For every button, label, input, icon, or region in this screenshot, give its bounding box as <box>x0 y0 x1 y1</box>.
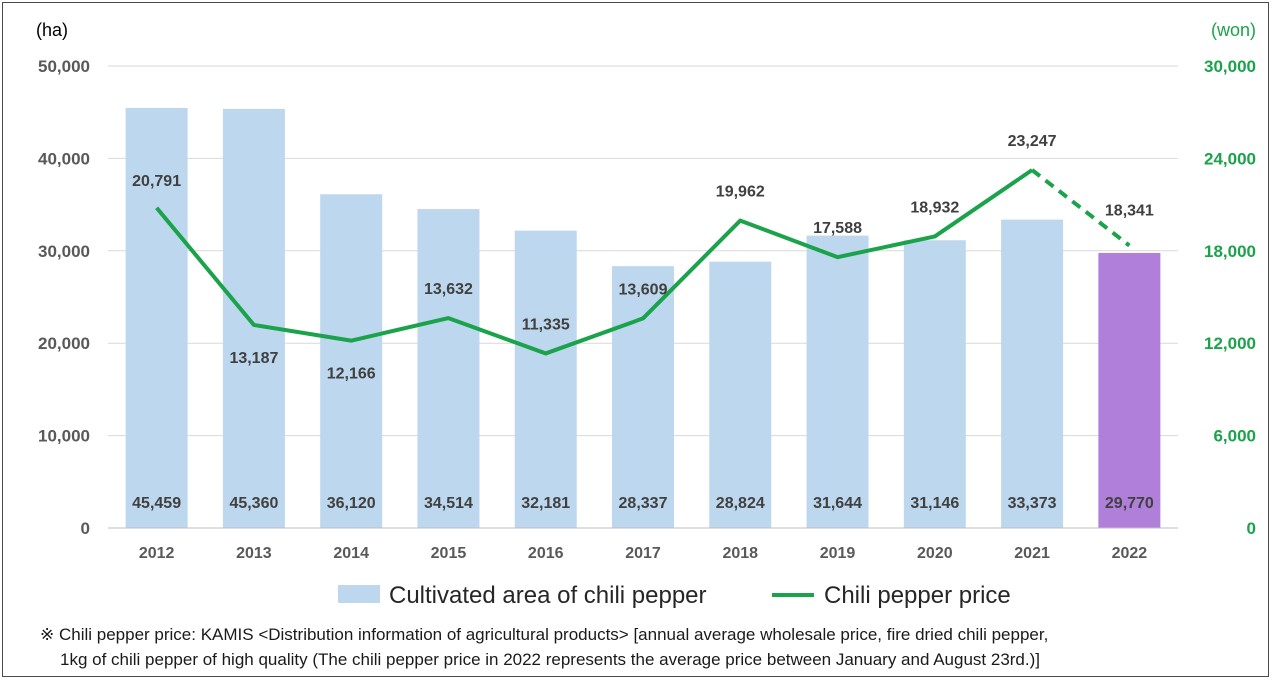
price-label-2012: 20,791 <box>132 173 181 190</box>
bar-2016 <box>514 230 577 528</box>
y-left-unit: (ha) <box>36 20 68 40</box>
axes: (ha) (won) 0 10,000 20,000 30,000 40,000 50,0… <box>36 20 1256 562</box>
x-tick-2018: 2018 <box>722 545 758 562</box>
price-label-2017: 13,609 <box>619 281 668 298</box>
x-tick-2017: 2017 <box>625 545 661 562</box>
bar-2015 <box>417 209 480 528</box>
y-right-tick: 24,000 <box>1204 149 1256 168</box>
legend-line-label: Chili pepper price <box>824 582 1011 609</box>
y-right-tick: 12,000 <box>1204 334 1256 353</box>
bar-label-2020: 31,146 <box>910 495 959 512</box>
data-labels: 45,459 45,360 36,120 34,514 32,181 28,337 28,8… <box>132 133 1154 512</box>
price-line-dashed <box>1030 168 1131 248</box>
legend-bar-label: Cultivated area of chili pepper <box>389 582 707 609</box>
y-left-tick: 20,000 <box>38 334 90 353</box>
y-right-tick: 18,000 <box>1204 242 1256 261</box>
bar-label-2016: 32,181 <box>521 495 570 512</box>
x-tick-2013: 2013 <box>236 545 272 562</box>
bar-2017 <box>612 266 674 528</box>
bar-label-2013: 45,360 <box>229 495 278 512</box>
bar-label-2017: 28,337 <box>619 495 668 512</box>
x-tick-2019: 2019 <box>820 545 856 562</box>
bar-2018 <box>709 261 772 528</box>
legend: Cultivated area of chili pepper Chili pe… <box>338 582 1011 609</box>
bar-2019 <box>806 235 869 528</box>
x-tick-2015: 2015 <box>431 545 467 562</box>
bar-2012 <box>125 107 188 529</box>
price-label-2015: 13,632 <box>424 281 473 298</box>
x-tick-2016: 2016 <box>528 545 564 562</box>
price-line <box>155 168 1131 356</box>
bar-label-2019: 31,644 <box>813 495 862 512</box>
y-right-tick: 0 <box>1247 519 1256 538</box>
source-note-line-1: ※ Chili pepper price: KAMIS <Distributio… <box>40 625 1049 644</box>
legend-bar-swatch <box>338 585 380 603</box>
x-tick-2014: 2014 <box>333 545 369 562</box>
y-left-tick: 40,000 <box>38 149 90 168</box>
bar-2021 <box>1001 219 1064 528</box>
y-right-tick: 30,000 <box>1204 57 1256 76</box>
price-label-2016: 11,335 <box>522 316 570 333</box>
price-label-2021: 23,247 <box>1008 133 1057 150</box>
source-note-line-2: 1kg of chili pepper of high quality (The… <box>60 650 1040 669</box>
y-left-tick: 10,000 <box>38 427 90 446</box>
price-label-2022: 18,341 <box>1105 203 1154 220</box>
bar-label-2021: 33,373 <box>1008 495 1057 512</box>
y-right-unit: (won) <box>1211 20 1256 40</box>
source-note: ※ Chili pepper price: KAMIS <Distributio… <box>40 622 1260 672</box>
y-right-tick: 6,000 <box>1213 427 1256 446</box>
price-label-2020: 18,932 <box>910 199 959 216</box>
bar-2014 <box>320 194 383 528</box>
bar-label-2015: 34,514 <box>424 495 473 512</box>
bar-2013 <box>222 108 285 528</box>
bar-2020 <box>903 240 966 529</box>
bar-2022 <box>1098 252 1161 528</box>
y-left-tick: 0 <box>81 519 90 538</box>
x-tick-2012: 2012 <box>139 545 175 562</box>
price-line-solid <box>155 168 1034 356</box>
price-label-2019: 17,588 <box>813 220 862 237</box>
price-label-2013: 13,187 <box>229 350 278 367</box>
bars <box>125 107 1161 529</box>
price-label-2014: 12,166 <box>327 366 376 383</box>
bar-label-2014: 36,120 <box>327 495 376 512</box>
bar-label-2022: 29,770 <box>1105 495 1154 512</box>
x-tick-2021: 2021 <box>1014 545 1050 562</box>
y-left-tick: 30,000 <box>38 242 90 261</box>
x-tick-2022: 2022 <box>1112 545 1148 562</box>
bar-label-2012: 45,459 <box>132 495 181 512</box>
x-tick-2020: 2020 <box>917 545 953 562</box>
price-label-2018: 19,962 <box>716 184 765 201</box>
bar-label-2018: 28,824 <box>716 495 765 512</box>
y-left-tick: 50,000 <box>38 57 90 76</box>
